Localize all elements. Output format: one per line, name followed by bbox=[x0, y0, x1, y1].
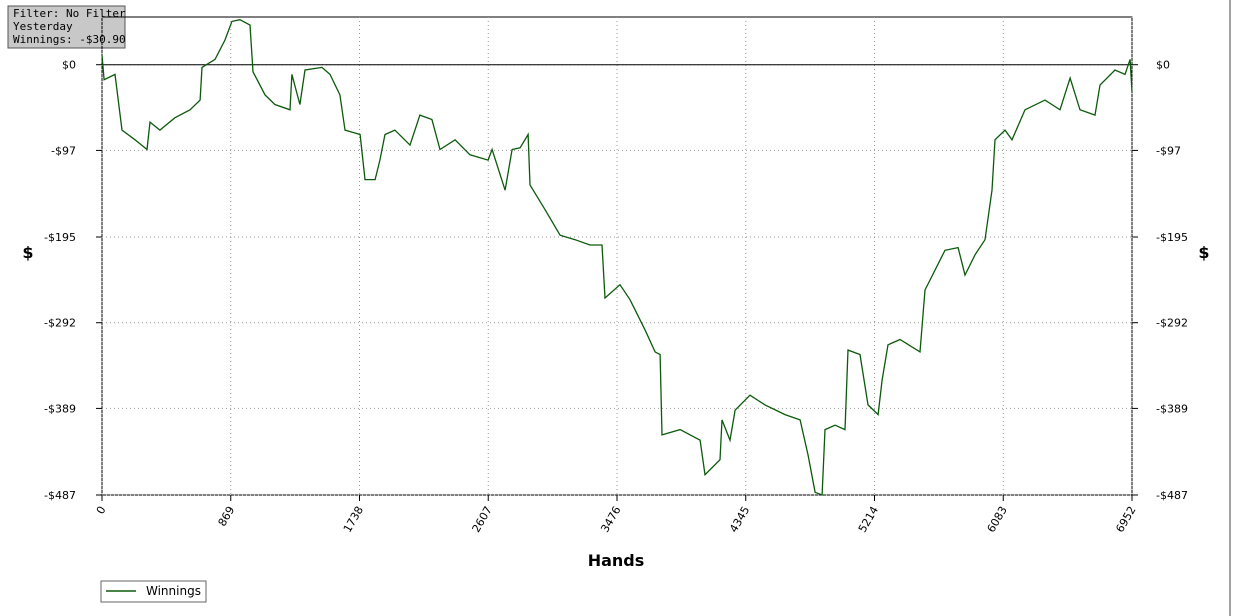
y-tick-label: -$97 bbox=[51, 144, 76, 157]
y-tick-label: $0 bbox=[62, 59, 76, 72]
y2-tick-label: -$487 bbox=[1156, 489, 1188, 502]
y-tick-label: -$389 bbox=[44, 402, 76, 415]
y2-tick-label: -$292 bbox=[1156, 317, 1188, 330]
legend: Winnings bbox=[100, 580, 207, 603]
info-text: Filter: No Filter bbox=[13, 7, 126, 20]
y-tick-label: -$292 bbox=[44, 317, 76, 330]
info-box-bg bbox=[7, 5, 126, 49]
y2-axis-title: $ bbox=[1198, 243, 1209, 262]
legend-box bbox=[100, 580, 207, 603]
x-axis-title: Hands bbox=[588, 551, 645, 570]
series-line bbox=[101, 19, 1133, 496]
y-axis-title: $ bbox=[22, 243, 33, 262]
y2-tick-label: $0 bbox=[1156, 59, 1170, 72]
info-text: Yesterday bbox=[13, 20, 73, 33]
y2-tick-label: -$195 bbox=[1156, 231, 1188, 244]
y2-tick-label: -$97 bbox=[1156, 144, 1181, 157]
legend-label: Winnings bbox=[146, 584, 201, 598]
y-tick-label: -$487 bbox=[44, 489, 76, 502]
y-tick-label: -$195 bbox=[44, 231, 76, 244]
y2-tick-label: -$389 bbox=[1156, 402, 1188, 415]
info-box: Filter: No Filter Yesterday Winnings: -$… bbox=[7, 5, 126, 49]
info-text: Winnings: -$30.90 bbox=[13, 33, 126, 46]
